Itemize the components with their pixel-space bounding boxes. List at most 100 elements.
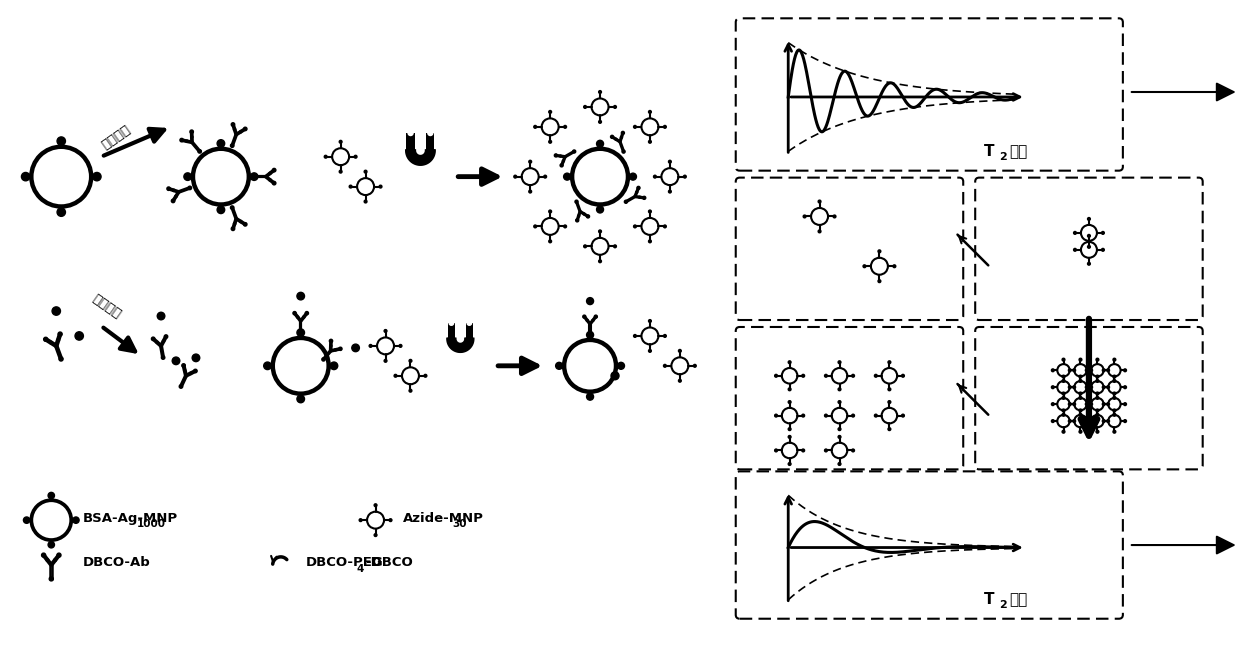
Circle shape bbox=[1063, 397, 1065, 399]
Circle shape bbox=[355, 155, 357, 158]
Circle shape bbox=[802, 449, 805, 452]
FancyBboxPatch shape bbox=[735, 18, 1123, 171]
Circle shape bbox=[1085, 402, 1089, 406]
Circle shape bbox=[1090, 369, 1092, 371]
Circle shape bbox=[583, 315, 585, 318]
Circle shape bbox=[1102, 420, 1105, 422]
Circle shape bbox=[513, 175, 517, 178]
Circle shape bbox=[1096, 413, 1099, 416]
Text: T: T bbox=[985, 144, 994, 160]
Circle shape bbox=[1074, 231, 1076, 234]
Circle shape bbox=[24, 517, 30, 523]
Circle shape bbox=[93, 172, 102, 181]
Circle shape bbox=[802, 414, 805, 417]
Circle shape bbox=[663, 335, 666, 337]
Circle shape bbox=[649, 110, 651, 113]
Circle shape bbox=[217, 140, 224, 147]
Circle shape bbox=[775, 375, 777, 377]
Circle shape bbox=[1079, 397, 1081, 399]
Text: 无目标物: 无目标物 bbox=[99, 123, 133, 152]
Circle shape bbox=[888, 428, 890, 430]
Circle shape bbox=[1063, 380, 1065, 382]
Circle shape bbox=[789, 435, 791, 438]
Circle shape bbox=[269, 172, 272, 174]
Circle shape bbox=[678, 349, 681, 352]
Circle shape bbox=[408, 130, 413, 136]
Circle shape bbox=[384, 329, 387, 332]
Circle shape bbox=[57, 137, 66, 145]
Circle shape bbox=[549, 210, 552, 213]
FancyBboxPatch shape bbox=[975, 327, 1203, 470]
Circle shape bbox=[620, 136, 622, 138]
Circle shape bbox=[802, 375, 805, 377]
Circle shape bbox=[1052, 386, 1054, 389]
Circle shape bbox=[190, 130, 193, 134]
Circle shape bbox=[1073, 369, 1075, 371]
Circle shape bbox=[642, 196, 646, 200]
Circle shape bbox=[172, 189, 175, 191]
Circle shape bbox=[73, 517, 79, 523]
Circle shape bbox=[838, 388, 841, 391]
Circle shape bbox=[428, 130, 433, 136]
Circle shape bbox=[1079, 375, 1081, 378]
Circle shape bbox=[1102, 369, 1105, 371]
Circle shape bbox=[589, 333, 591, 336]
Circle shape bbox=[533, 225, 537, 228]
Bar bbox=[427, 133, 434, 151]
Circle shape bbox=[1107, 369, 1110, 371]
Circle shape bbox=[175, 195, 177, 198]
Circle shape bbox=[1079, 380, 1081, 382]
Circle shape bbox=[634, 335, 636, 337]
Bar bbox=[465, 323, 474, 339]
Circle shape bbox=[1123, 386, 1126, 389]
Circle shape bbox=[625, 200, 627, 203]
Text: DBCO-PEG: DBCO-PEG bbox=[306, 556, 383, 570]
Circle shape bbox=[587, 331, 594, 339]
Circle shape bbox=[339, 347, 342, 350]
Circle shape bbox=[528, 160, 532, 163]
Circle shape bbox=[217, 206, 224, 214]
Circle shape bbox=[1079, 392, 1081, 395]
Circle shape bbox=[167, 187, 170, 191]
Circle shape bbox=[325, 155, 327, 158]
Circle shape bbox=[649, 210, 651, 213]
Text: 値小: 値小 bbox=[1009, 592, 1028, 607]
Circle shape bbox=[57, 553, 61, 557]
Circle shape bbox=[42, 553, 46, 557]
Circle shape bbox=[775, 414, 777, 417]
Circle shape bbox=[587, 215, 589, 218]
Circle shape bbox=[649, 240, 651, 243]
Circle shape bbox=[1101, 249, 1105, 251]
Circle shape bbox=[1063, 359, 1065, 361]
Circle shape bbox=[1063, 392, 1065, 395]
Circle shape bbox=[653, 175, 656, 178]
Circle shape bbox=[693, 364, 696, 367]
Circle shape bbox=[893, 265, 895, 267]
Circle shape bbox=[559, 155, 562, 157]
Circle shape bbox=[594, 315, 598, 318]
Circle shape bbox=[379, 185, 382, 188]
Circle shape bbox=[563, 160, 564, 162]
Circle shape bbox=[330, 339, 332, 342]
Circle shape bbox=[172, 357, 180, 364]
Circle shape bbox=[330, 362, 337, 370]
Circle shape bbox=[573, 150, 575, 153]
Circle shape bbox=[1107, 402, 1110, 406]
Circle shape bbox=[1069, 386, 1071, 389]
Circle shape bbox=[1052, 402, 1054, 406]
Circle shape bbox=[649, 320, 651, 322]
Circle shape bbox=[874, 414, 877, 417]
Circle shape bbox=[296, 329, 305, 337]
Circle shape bbox=[182, 364, 185, 367]
Circle shape bbox=[161, 356, 165, 359]
Circle shape bbox=[1090, 402, 1092, 406]
Bar bbox=[407, 133, 414, 151]
Circle shape bbox=[1123, 402, 1126, 406]
Circle shape bbox=[184, 173, 191, 180]
Circle shape bbox=[370, 344, 372, 348]
FancyBboxPatch shape bbox=[735, 327, 963, 470]
Text: 値大: 値大 bbox=[1009, 144, 1028, 160]
Circle shape bbox=[162, 340, 165, 342]
Circle shape bbox=[578, 215, 579, 217]
Circle shape bbox=[556, 362, 563, 370]
